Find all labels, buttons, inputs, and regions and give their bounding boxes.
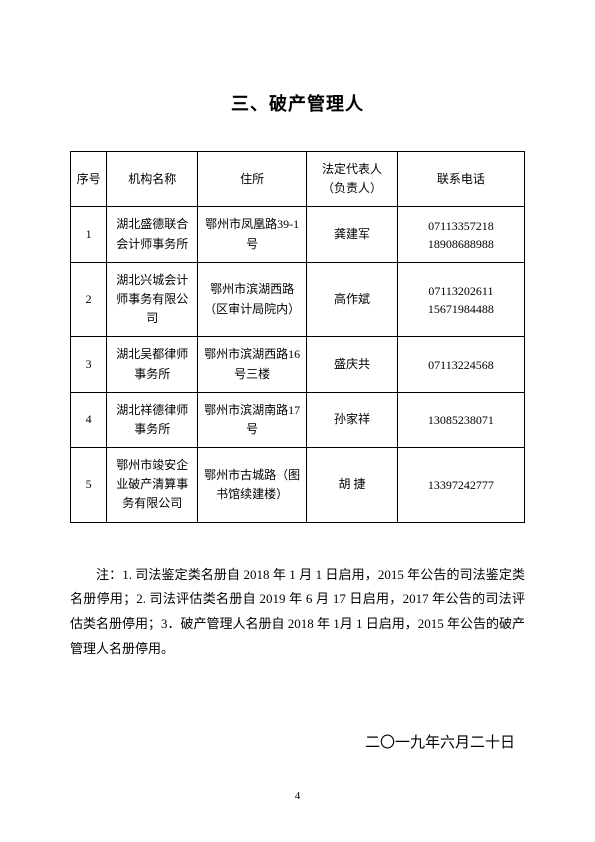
cell-seq: 4: [71, 392, 107, 447]
cell-addr: 鄂州市古城路（图书馆续建楼）: [198, 448, 307, 523]
cell-person: 孙家祥: [307, 392, 398, 447]
cell-phone: 13397242777: [397, 448, 524, 523]
table-row: 4 湖北祥德律师事务所 鄂州市滨湖南路17 号 孙家祥 13085238071: [71, 392, 525, 447]
org-table: 序号 机构名称 住所 法定代表人（负责人） 联系电话 1 湖北盛德联合会计师事务…: [70, 151, 525, 523]
table-row: 1 湖北盛德联合会计师事务所 鄂州市凤凰路39-1 号 龚建军 07113357…: [71, 207, 525, 262]
table-row: 3 湖北吴都律师事务所 鄂州市滨湖西路16 号三楼 盛庆共 0711322456…: [71, 337, 525, 392]
cell-org: 鄂州市竣安企业破产清算事务有限公司: [107, 448, 198, 523]
note-text: 注：1. 司法鉴定类名册自 2018 年 1 月 1 日启用，2015 年公告的…: [70, 563, 525, 662]
date-text: 二〇一九年六月二十日: [70, 731, 525, 752]
cell-seq: 2: [71, 262, 107, 337]
cell-seq: 5: [71, 448, 107, 523]
header-person: 法定代表人（负责人）: [307, 152, 398, 207]
cell-org: 湖北祥德律师事务所: [107, 392, 198, 447]
table-row: 2 湖北兴城会计师事务有限公司 鄂州市滨湖西路（区审计局院内） 高作斌 0711…: [71, 262, 525, 337]
cell-org: 湖北吴都律师事务所: [107, 337, 198, 392]
cell-person: 胡 捷: [307, 448, 398, 523]
cell-phone: 0711320261115671984488: [397, 262, 524, 337]
table-header-row: 序号 机构名称 住所 法定代表人（负责人） 联系电话: [71, 152, 525, 207]
cell-addr: 鄂州市凤凰路39-1 号: [198, 207, 307, 262]
header-phone: 联系电话: [397, 152, 524, 207]
cell-org: 湖北盛德联合会计师事务所: [107, 207, 198, 262]
section-title: 三、破产管理人: [70, 90, 525, 116]
cell-org: 湖北兴城会计师事务有限公司: [107, 262, 198, 337]
cell-addr: 鄂州市滨湖南路17 号: [198, 392, 307, 447]
cell-person: 盛庆共: [307, 337, 398, 392]
cell-phone: 13085238071: [397, 392, 524, 447]
header-org: 机构名称: [107, 152, 198, 207]
cell-phone: 0711335721818908688988: [397, 207, 524, 262]
cell-phone: 07113224568: [397, 337, 524, 392]
cell-person: 龚建军: [307, 207, 398, 262]
header-addr: 住所: [198, 152, 307, 207]
cell-addr: 鄂州市滨湖西路16 号三楼: [198, 337, 307, 392]
table-row: 5 鄂州市竣安企业破产清算事务有限公司 鄂州市古城路（图书馆续建楼） 胡 捷 1…: [71, 448, 525, 523]
header-seq: 序号: [71, 152, 107, 207]
cell-person: 高作斌: [307, 262, 398, 337]
cell-addr: 鄂州市滨湖西路（区审计局院内）: [198, 262, 307, 337]
cell-seq: 3: [71, 337, 107, 392]
cell-seq: 1: [71, 207, 107, 262]
page-number: 4: [0, 790, 595, 802]
